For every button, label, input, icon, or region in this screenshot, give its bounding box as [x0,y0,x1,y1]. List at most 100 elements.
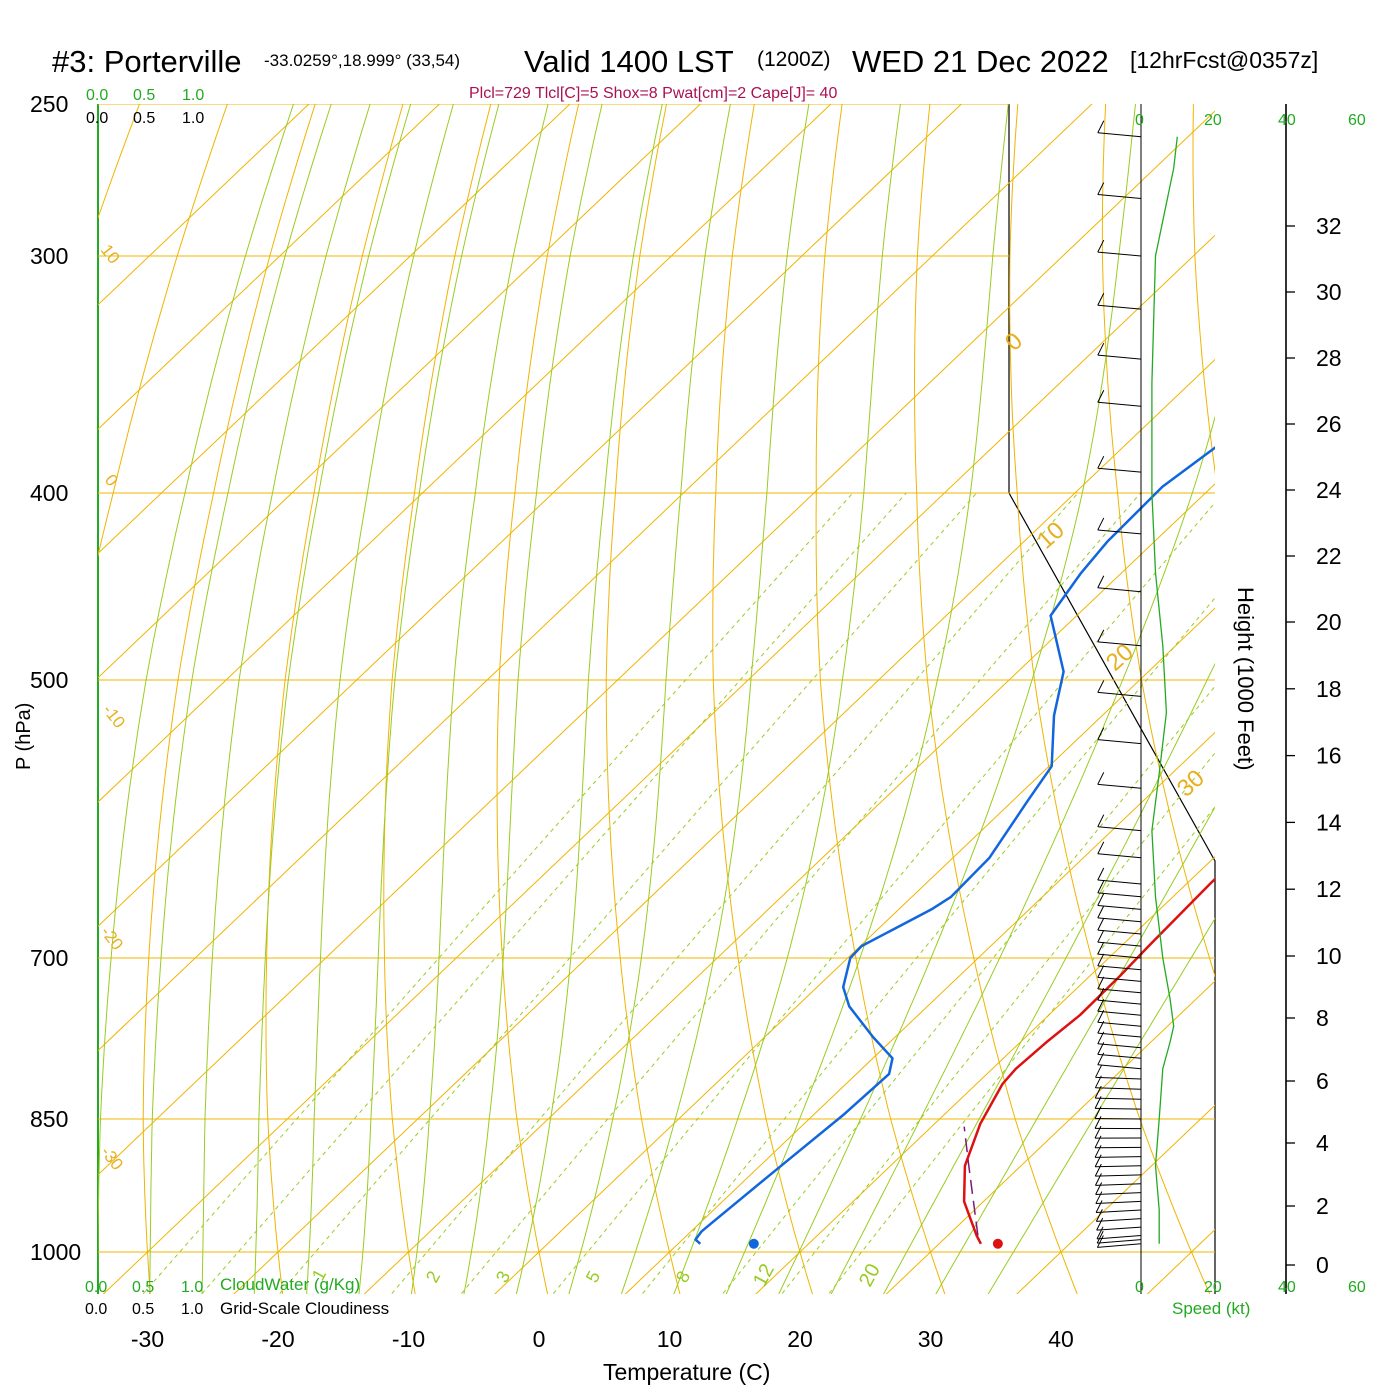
dry-adiabat-line [1101,104,1215,978]
wind-barb-staff [1097,1010,1142,1016]
station-coords: -33.0259°,18.999° (33,54) [264,51,460,70]
moist-adiabat-line [253,104,412,1294]
dry-adiabat-line [913,104,1078,1294]
mixing-ratio-label: 5 [582,1268,604,1286]
speed-scale-bottom: 0 20 40 60 Speed (kt) [1135,1279,1366,1318]
wind-barb-flag [1097,575,1105,588]
dry-adiabat-label: 30 [1172,765,1210,803]
forecast-run: [12hrFcst@0357z] [1130,47,1318,73]
isotherm-lines [98,104,1215,1294]
wind-barb-flag [1097,917,1105,931]
cloudiness-tick: 0.5 [132,1301,154,1318]
wind-barb-staff [1097,691,1142,697]
cloudiness-label: Grid-Scale Cloudiness [220,1299,389,1318]
wind-barb-staff [1096,1226,1142,1231]
wind-barb-flag [1095,1200,1103,1213]
wind-barb-staff [1097,194,1142,199]
wind-barb-flag [1097,772,1105,785]
wind-barb-staff [1097,354,1142,360]
moist-adiabat-line [149,104,332,1294]
mixing-ratio-label: 20 [855,1260,885,1290]
wind-barb-flag [1095,1173,1102,1186]
wind-barb-staff [1097,953,1142,959]
isotherm-line [363,483,1215,1294]
temperature-axis-label: Temperature (C) [603,1359,770,1385]
chart-header: #3: Porterville -33.0259°,18.999° (33,54… [52,44,1318,102]
wind-barb-staff [1097,879,1142,885]
speed-tick: 40 [1278,112,1296,129]
isotherm-line [98,104,571,555]
temperature-tick-label: 30 [918,1326,944,1352]
cloudwater-tick: 0.0 [85,1279,107,1296]
pressure-tick-labels: 250 300 400 500 700 850 1000 [30,91,81,1265]
wind-barb-staff [1097,641,1142,647]
wind-barb-flag [1097,455,1105,469]
dry-adiabat-line [605,104,681,1294]
wind-barb-staff [1097,783,1142,789]
mixing-ratio-line [721,685,1215,1294]
wind-barb-staff [1097,929,1142,935]
isotherm-line [102,234,1215,1294]
wind-barbs [1094,120,1142,1248]
moist-adiabat-line [882,662,1215,1294]
pressure-tick-label: 250 [30,91,68,117]
wind-barb-staff [1095,1192,1142,1196]
wind-barb-flag [1094,1145,1102,1158]
wind-barb-staff [1097,304,1142,310]
pressure-axis-label: P (hPa) [13,703,35,770]
wind-barb-staff [1097,904,1142,910]
zulu-time: (1200Z) [757,48,831,71]
wind-barb-staff [1097,917,1142,923]
temperature-profile-line [962,877,1215,1245]
wind-barb-staff [1097,1064,1142,1070]
mixing-ratio-line [142,492,854,1294]
moist-adiabat-lines [98,104,1215,1294]
dry-adiabat-line [1009,104,1211,1294]
temperature-tick-label: -20 [261,1326,294,1352]
dry-adiabat-label: 0 [1000,327,1028,356]
isotherm-label: -20 [97,923,127,954]
cloudwater-tick: 0.5 [133,87,155,104]
moist-adiabat-line [725,104,1009,1294]
wind-barb-flag [1095,1191,1103,1204]
wind-barb-flag [1094,1163,1102,1177]
cloudwater-tick: 1.0 [182,87,204,104]
pressure-tick-label: 300 [30,243,68,269]
wind-barb-flag [1097,867,1105,881]
wind-barb-staff [1095,1165,1142,1168]
speed-tick: 20 [1204,112,1222,129]
wind-barb-staff [1097,1043,1142,1049]
wind-barb-flag [1097,239,1105,253]
isotherm-line [98,104,441,430]
speed-scale-top: 0 20 40 60 [1135,112,1366,129]
cloudwater-tick: 0.5 [132,1279,154,1296]
wind-barb-staff [1095,1076,1142,1080]
dry-adiabat-line [815,104,946,1294]
isotherm-line [1146,1228,1215,1294]
wind-barb-staff [1097,467,1142,473]
mixing-ratio-line [460,492,1141,1294]
wind-barb-flag [1097,629,1105,643]
isotherm-line [98,104,1093,1052]
cloudwater-tick: 0.0 [86,87,108,104]
wind-barb-flag [1097,814,1105,827]
wind-barb-staff [1097,251,1142,257]
moist-adiabat-line [830,415,1215,1294]
stability-indices: Plcl=729 Tlcl[C]=5 Shox=8 Pwat[cm]=2 Cap… [469,85,837,102]
pressure-tick-label: 400 [30,480,68,506]
temperature-tick-label: -10 [392,1326,425,1352]
temperature-tick-label: -30 [131,1326,164,1352]
cloudiness-tick: 1.0 [182,110,204,127]
dry-adiabat-line [496,104,580,1294]
wind-barb-flag [1097,880,1105,894]
height-tick-label: 22 [1316,543,1342,569]
surface-temperature-marker [992,1238,1003,1249]
wind-barb-flag [1097,987,1105,1001]
moist-adiabat-line [306,104,454,1294]
wind-barb-staff [1097,826,1142,832]
wind-barb-flag [1096,1217,1104,1231]
moist-adiabat-line [201,104,371,1294]
dry-adiabat-line [142,104,316,1294]
